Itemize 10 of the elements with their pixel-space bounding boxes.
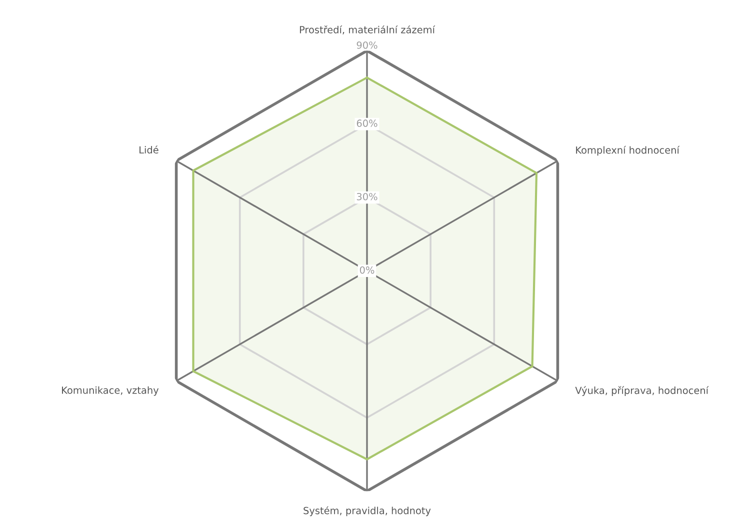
- y-tick-label: 0%: [360, 266, 374, 274]
- y-tick-label: 90%: [356, 41, 378, 49]
- spoke-label: Komplexní hodnocení: [576, 146, 680, 156]
- spoke-label: Lidé: [140, 146, 158, 154]
- spoke-label: Výuka, příprava, hodnocení: [575, 386, 709, 396]
- spoke-label: Systém, pravidla, hodnoty: [304, 506, 431, 516]
- spoke-label: Komunikace, vztahy: [62, 386, 159, 396]
- y-tick-label: 30%: [356, 192, 378, 200]
- spoke-label: Prostředí, materiální zázemí: [300, 25, 436, 34]
- y-tick-label: 60%: [356, 120, 378, 127]
